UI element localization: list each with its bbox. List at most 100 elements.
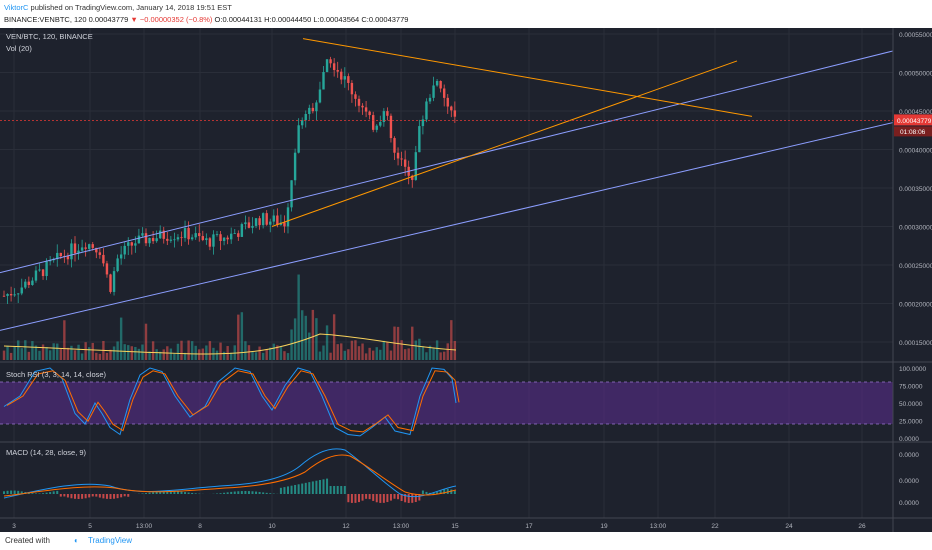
- macd-histogram-bar: [258, 491, 261, 494]
- macd-histogram-bar: [411, 494, 414, 503]
- macd-histogram-bar: [397, 494, 400, 500]
- macd-histogram-bar: [358, 494, 360, 503]
- upper-channel-line: [0, 50, 894, 274]
- down-arrow-icon: ▼: [130, 15, 138, 24]
- macd-histogram-bar: [304, 482, 307, 494]
- candle-body: [357, 98, 361, 106]
- candle-body: [127, 242, 130, 246]
- volume-bar: [446, 343, 449, 360]
- chart-area[interactable]: 0.00055000 0.00050000 0.00045000 0.00040000…: [0, 28, 932, 532]
- macd-histogram-bar: [194, 493, 197, 494]
- volume-bar: [230, 352, 233, 360]
- macd-legend: MACD (14, 28, close, 9): [6, 448, 87, 457]
- volume-bar: [95, 352, 98, 360]
- candle-body: [141, 233, 144, 236]
- macd-histogram-bar: [251, 491, 254, 494]
- stoch-k-line: [3, 367, 457, 437]
- candle-body: [368, 111, 371, 116]
- macd-histogram-bar: [322, 479, 325, 494]
- candle-body: [318, 89, 322, 103]
- candle-body: [240, 224, 244, 237]
- volume-bar: [45, 347, 48, 360]
- volume-bar: [421, 346, 425, 360]
- macd-histogram-bar: [127, 494, 130, 497]
- volume-bar: [414, 340, 417, 360]
- volume-bar: [77, 344, 80, 360]
- candle-body: [396, 152, 400, 159]
- volume-bar: [162, 349, 165, 360]
- candle-body: [144, 233, 148, 244]
- candle-body: [88, 244, 91, 249]
- candles: [2, 56, 457, 305]
- macd-histogram-bar: [223, 492, 226, 494]
- macd-histogram-bar: [329, 486, 332, 494]
- volume-bar: [130, 346, 133, 360]
- volume-bar: [375, 347, 378, 360]
- macd-histogram-bar: [6, 490, 9, 494]
- volume-bar: [2, 350, 6, 360]
- macd-signal-line: [3, 454, 457, 497]
- stoch-band: [0, 382, 893, 424]
- volume-bar: [91, 342, 94, 360]
- volume-bar: [379, 349, 382, 360]
- candle-body: [134, 243, 137, 246]
- volume-bar: [148, 351, 151, 360]
- macd-histogram-bar: [333, 486, 336, 494]
- author-link[interactable]: ViktorC: [4, 3, 29, 12]
- macd-histogram-bar: [240, 491, 243, 494]
- macd-histogram-bar: [141, 493, 144, 494]
- price-tick-label: 0.00030000: [899, 225, 932, 232]
- candle-body: [393, 138, 396, 153]
- ascending-trendline: [271, 60, 738, 227]
- macd-histogram-bar: [66, 494, 69, 498]
- tradingview-brand[interactable]: TradingView: [88, 536, 133, 545]
- volume-bar: [240, 312, 244, 360]
- candle-body: [66, 256, 70, 260]
- volume-bar: [308, 332, 311, 360]
- volume-bar: [279, 347, 283, 360]
- macd-histogram-bar: [432, 492, 435, 494]
- candle-body: [9, 294, 13, 296]
- candle-body: [361, 105, 364, 108]
- volume-bar: [73, 350, 77, 360]
- time-tick-label: 26: [858, 523, 866, 530]
- macd-histogram-bar: [262, 492, 265, 494]
- price-tick-label: 0.00025000: [899, 263, 932, 270]
- volume-bar: [269, 347, 272, 360]
- macd-histogram-bar: [74, 494, 76, 499]
- candle-body: [24, 281, 27, 288]
- macd-histogram-bar: [311, 481, 314, 494]
- macd-histogram-bar: [166, 491, 169, 494]
- time-tick-label: 10: [268, 523, 276, 530]
- volume-bar: [244, 341, 247, 360]
- volume-bar: [290, 329, 293, 360]
- macd-histogram-bar: [247, 491, 250, 494]
- macd-histogram-bar: [301, 483, 304, 494]
- macd-histogram-bar: [120, 494, 123, 498]
- macd-histogram-bar: [308, 482, 311, 494]
- volume-bar: [17, 340, 20, 360]
- candle-body: [432, 85, 435, 98]
- macd-histogram-bar: [176, 491, 179, 494]
- volume-bar: [322, 345, 325, 360]
- candle-body: [77, 250, 80, 254]
- volume-legend: Vol (20): [6, 44, 32, 53]
- volume-ma-line: [3, 333, 457, 355]
- candle-body: [261, 213, 265, 226]
- volume-bar: [31, 341, 34, 360]
- macd-histogram-bar: [297, 484, 300, 494]
- candle-body: [212, 234, 215, 247]
- macd-histogram-bar: [191, 492, 194, 494]
- macd-histogram-bar: [63, 494, 66, 497]
- volume-bar: [84, 342, 87, 360]
- time-tick-label: 12: [342, 523, 350, 530]
- chart-canvas[interactable]: 0.00055000 0.00050000 0.00045000 0.00040000…: [0, 28, 932, 532]
- candle-body: [208, 238, 212, 247]
- volume-bar: [34, 345, 38, 360]
- candle-body: [41, 269, 45, 277]
- macd-histogram-bar: [17, 490, 20, 494]
- candle-body: [173, 239, 176, 241]
- last-price: 0.00043779: [86, 15, 129, 24]
- volume-bar: [293, 318, 297, 360]
- macd-tick-label: 0.0000: [899, 452, 919, 459]
